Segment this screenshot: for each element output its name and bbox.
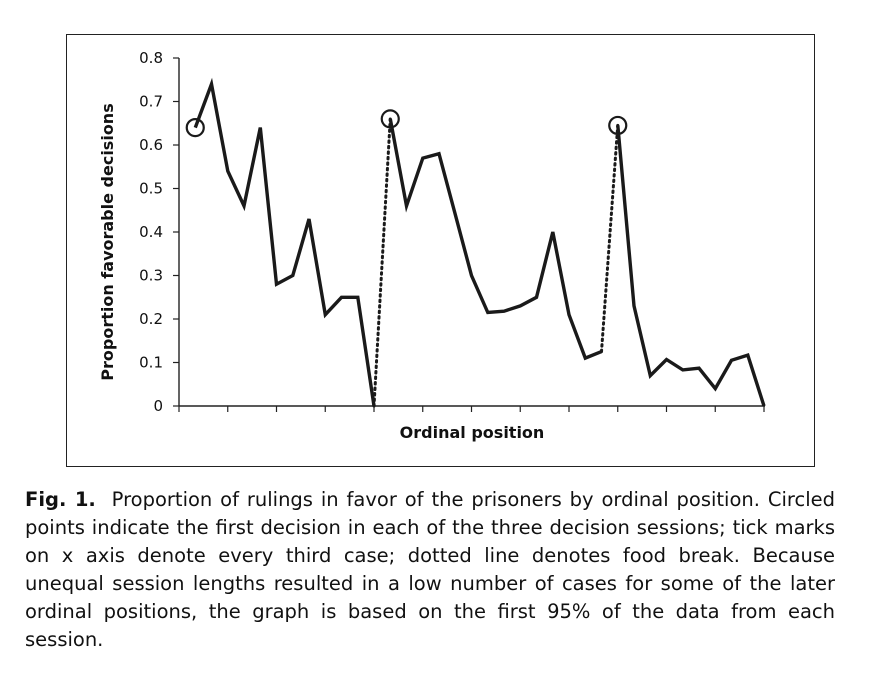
y-tick-label: 0.1 — [139, 354, 163, 372]
first-decision-circle — [185, 117, 205, 138]
series-line-session-1 — [193, 77, 376, 407]
series-line-session-2 — [388, 118, 603, 361]
y-tick-label: 0 — [153, 397, 163, 415]
series-line-session-3 — [616, 125, 766, 407]
first-decision-circle — [608, 115, 628, 136]
y-tick-label: 0.2 — [139, 310, 163, 328]
figure-frame: 0 0.1 0.2 0.3 0.4 0.5 0.6 0.7 0.8 Ordinal positi… — [66, 34, 815, 467]
y-tick-label: 0.6 — [139, 136, 163, 154]
y-tick-label: 0.3 — [139, 267, 163, 285]
y-tick-label: 0.5 — [139, 180, 163, 198]
caption-text: Proportion of rulings in favor of the pr… — [25, 488, 835, 651]
y-tick-label: 0.8 — [139, 49, 163, 67]
x-axis-title: Ordinal position — [400, 423, 545, 442]
y-tick-label: 0.4 — [139, 223, 163, 241]
food-break-dotted-line — [600, 123, 620, 354]
food-break-dotted-line — [372, 117, 392, 408]
caption-label: Fig. 1. — [25, 488, 96, 511]
y-axis-title: Proportion favorable decisions — [98, 103, 117, 380]
figure-caption: Fig. 1. Proportion of rulings in favor o… — [25, 486, 835, 654]
y-tick-label: 0.7 — [139, 93, 163, 111]
first-decision-circle — [380, 109, 400, 129]
line-chart: 0 0.1 0.2 0.3 0.4 0.5 0.6 0.7 0.8 Ordinal positi… — [98, 49, 766, 442]
